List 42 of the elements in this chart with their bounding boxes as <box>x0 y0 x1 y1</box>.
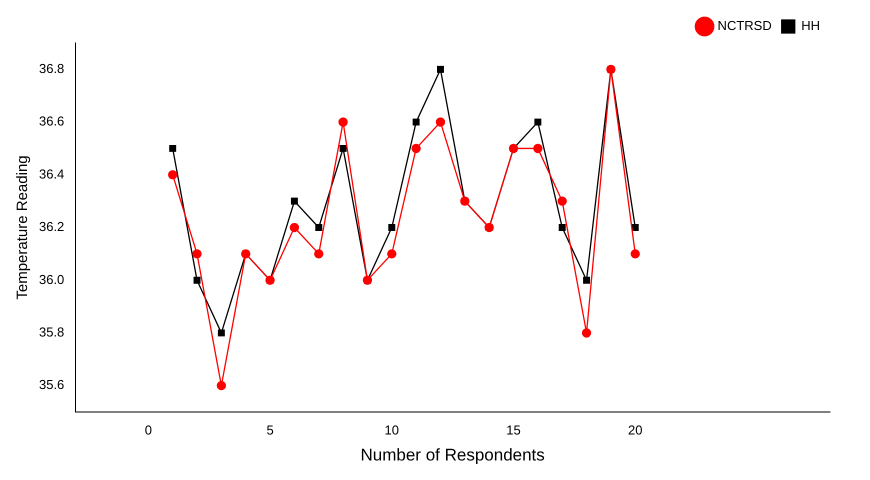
point <box>194 276 201 284</box>
x-tick-label: 15 <box>506 422 521 438</box>
point <box>411 144 421 154</box>
y-tick-label: 36.0 <box>38 272 64 287</box>
point <box>583 276 590 284</box>
y-tick-label: 36.6 <box>38 114 64 129</box>
point <box>340 144 347 152</box>
legend-label: NCTRSD <box>718 18 772 34</box>
point <box>632 224 639 231</box>
point <box>216 380 226 390</box>
point <box>314 249 324 259</box>
point <box>218 329 225 336</box>
point <box>412 118 420 126</box>
y-axis-title: Temperature Reading <box>14 155 32 300</box>
point <box>168 170 178 180</box>
x-tick-label: 10 <box>384 422 400 438</box>
point <box>192 249 202 259</box>
x-tick-label: 20 <box>628 422 642 438</box>
y-tick-label: 36.8 <box>38 60 64 76</box>
y-tick-label: 36.2 <box>38 219 64 234</box>
point <box>437 66 444 73</box>
point <box>533 144 543 154</box>
point <box>387 249 396 259</box>
point <box>290 222 300 232</box>
point <box>290 198 298 205</box>
point <box>388 224 396 231</box>
point <box>315 224 322 231</box>
point <box>558 196 567 206</box>
point <box>436 117 446 127</box>
y-tick-label: 35.6 <box>38 377 64 392</box>
x-tick-label: 5 <box>266 422 274 438</box>
point <box>558 224 566 231</box>
y-tick-label: 35.8 <box>38 324 64 340</box>
point <box>630 249 640 259</box>
point <box>534 118 542 126</box>
point <box>582 328 592 338</box>
y-tick-label: 36.4 <box>38 166 64 182</box>
legend-label: HH <box>801 18 820 34</box>
x-tick-label: 0 <box>144 422 152 438</box>
x-axis-title: Number of Respondents <box>360 445 545 464</box>
point <box>338 117 348 127</box>
point <box>169 144 176 152</box>
